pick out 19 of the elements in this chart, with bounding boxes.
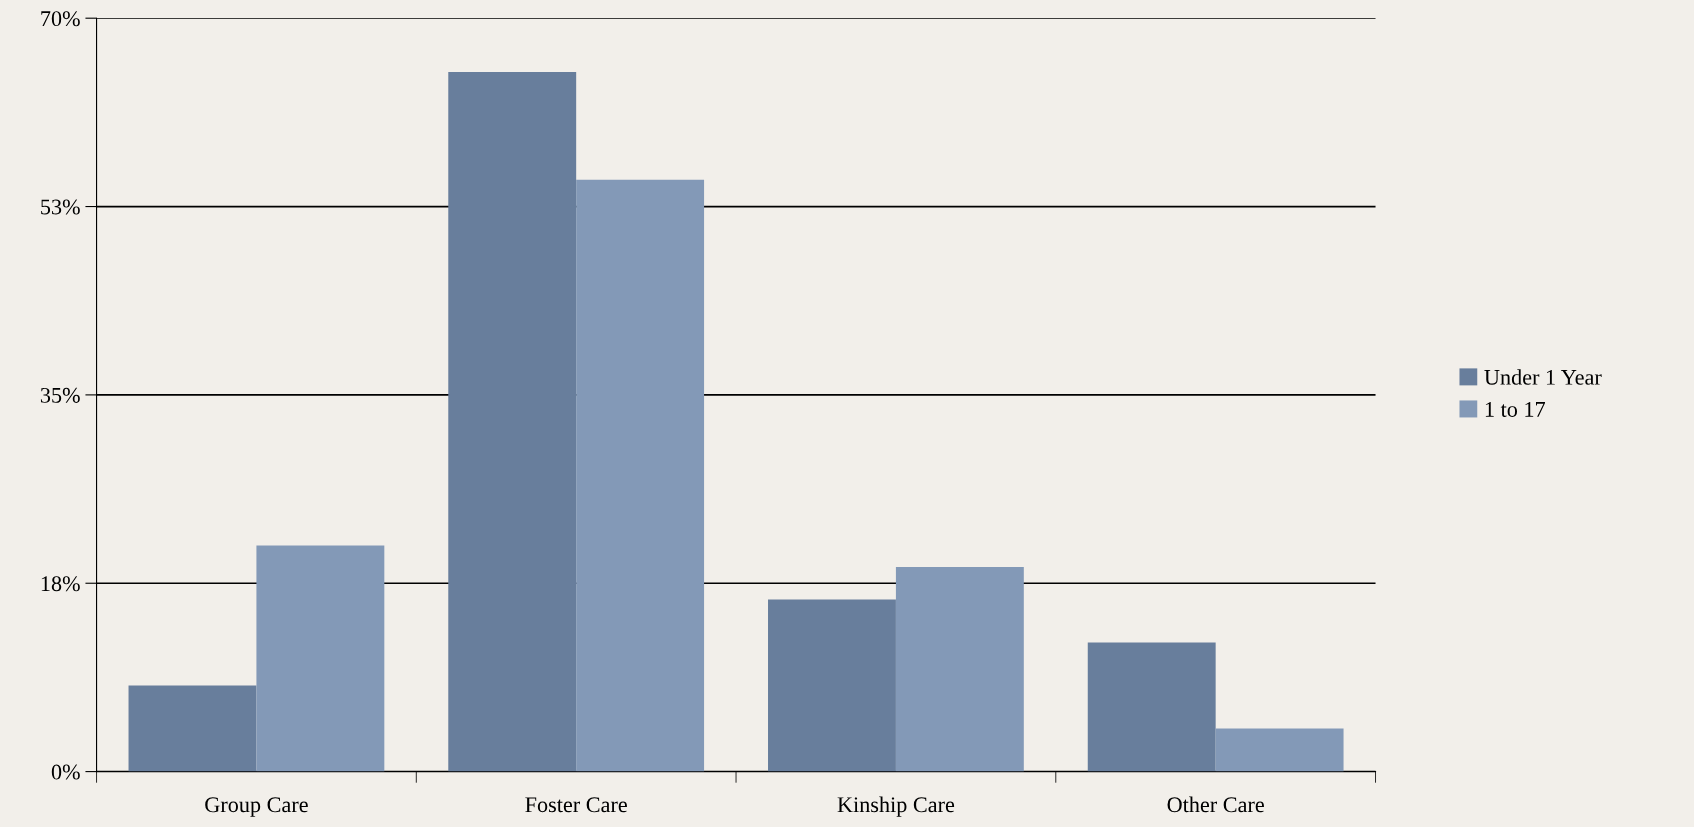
bar <box>256 545 385 772</box>
bar <box>895 567 1024 772</box>
y-tick-label: 35% <box>40 387 80 403</box>
y-tick-label: 70% <box>41 11 80 27</box>
bar <box>128 685 257 772</box>
x-tick-label: Kinship Care <box>837 796 955 817</box>
y-tick-label: 18% <box>41 576 80 592</box>
legend-label: Under 1 Year <box>1484 369 1602 385</box>
x-tick-label: Group Care <box>205 797 308 817</box>
y-tick-label: 53% <box>41 199 80 215</box>
legend-label: 1 to 17 <box>1485 402 1546 417</box>
bar <box>1087 642 1216 772</box>
x-tick-label: Foster Care <box>525 797 627 813</box>
bar <box>768 599 896 772</box>
bar <box>448 72 577 772</box>
bar <box>1215 728 1344 772</box>
bar <box>576 179 705 772</box>
y-tick-label: 0% <box>51 764 80 780</box>
x-tick-label: Other Care <box>1167 796 1264 813</box>
